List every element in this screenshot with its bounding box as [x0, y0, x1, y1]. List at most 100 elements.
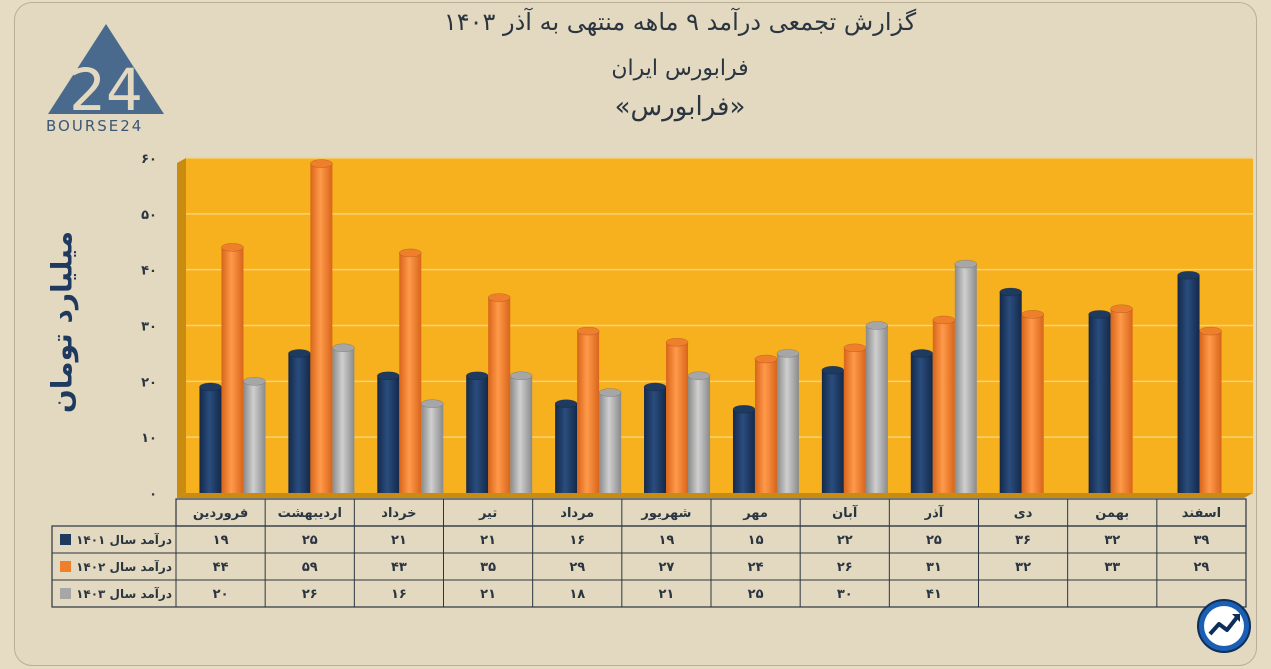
- bar-cap: [1088, 310, 1111, 319]
- data-label: ۱۶: [569, 533, 585, 548]
- data-label: ۳۰: [837, 587, 853, 602]
- bar-body: [1088, 314, 1111, 493]
- data-label: ۱۹: [213, 533, 229, 548]
- x-category-label: شهریور: [640, 506, 691, 521]
- y-tick-label: ۱۰: [141, 431, 157, 446]
- data-label: ۱۵: [748, 533, 764, 548]
- bar-2: [754, 354, 778, 493]
- bar-body: [332, 347, 355, 493]
- bar-1: [999, 287, 1022, 493]
- bar-cap: [821, 365, 845, 375]
- legend-swatch: [60, 534, 71, 545]
- bar-cap: [421, 399, 444, 408]
- bar-body: [1021, 314, 1044, 493]
- bar-1: [1088, 310, 1111, 493]
- data-label: ۲۴: [748, 560, 764, 575]
- bar-3: [421, 399, 444, 493]
- bar-body: [910, 353, 933, 493]
- data-label: ۲۶: [837, 560, 853, 575]
- bar-3: [776, 349, 800, 493]
- bar-body: [510, 375, 533, 493]
- bar-body: [555, 403, 578, 493]
- y-tick-label: ۴۰: [141, 264, 157, 279]
- data-label: ۱۹: [658, 533, 674, 548]
- bar-3: [332, 343, 355, 493]
- bar-body: [399, 252, 422, 493]
- chart-title: گزارش تجمعی درآمد ۹ ماهه منتهی به آذر ۱۴…: [443, 8, 917, 36]
- bar-cap: [1021, 310, 1044, 319]
- x-category-label: مرداد: [560, 506, 594, 521]
- data-label: ۳۳: [1104, 560, 1120, 575]
- chart-subtitle: فرابورس ایران: [611, 56, 749, 81]
- bar-2: [665, 338, 689, 493]
- bar-cap: [399, 248, 422, 258]
- y-tick-label: ۶۰: [141, 152, 157, 167]
- bar-2: [576, 326, 600, 493]
- bar-1: [199, 382, 222, 493]
- bar-2: [487, 293, 511, 493]
- bar-body: [932, 319, 955, 493]
- bar-2: [221, 243, 244, 493]
- data-label: ۳۶: [1015, 533, 1031, 548]
- bar-body: [421, 403, 444, 493]
- bar-cap: [687, 371, 711, 380]
- bar-cap: [243, 377, 266, 386]
- data-label: ۴۳: [391, 560, 407, 575]
- y-tick-label: ۵۰: [141, 208, 157, 223]
- bar-cap: [843, 343, 867, 353]
- data-label: ۲۵: [748, 587, 764, 602]
- x-category-label: اسفند: [1182, 506, 1221, 521]
- x-category-label: آبان: [832, 504, 858, 521]
- data-label: ۳۲: [1015, 560, 1031, 575]
- data-label: ۱۸: [569, 587, 585, 602]
- bar-2: [1021, 310, 1044, 493]
- bar-body: [843, 347, 866, 493]
- data-label: ۳۹: [1193, 533, 1209, 548]
- bar-cap: [465, 371, 489, 380]
- chart-trend-icon: [1197, 599, 1251, 653]
- bar-3: [509, 371, 533, 493]
- y-tick-label: ۰: [149, 487, 157, 502]
- bar-body: [644, 386, 667, 493]
- bar-cap: [576, 326, 600, 336]
- bar-2: [1110, 304, 1133, 493]
- y-tick-label: ۳۰: [141, 320, 157, 335]
- bar-body: [577, 331, 600, 493]
- bar-body: [599, 392, 622, 493]
- x-category-label: بهمن: [1095, 506, 1129, 521]
- bar-cap: [754, 354, 778, 364]
- bar-2: [310, 159, 333, 494]
- bar-cap: [1177, 271, 1200, 280]
- bar-body: [466, 375, 489, 493]
- data-label: ۴۱: [926, 587, 942, 602]
- bar-1: [643, 382, 667, 493]
- bar-body: [754, 359, 777, 493]
- bar-cap: [199, 382, 222, 392]
- x-category-label: اردیبهشت: [278, 506, 342, 521]
- plot-floor: [177, 493, 1253, 498]
- bar-body: [1177, 275, 1200, 493]
- data-label: ۲۱: [658, 587, 674, 602]
- bar-2: [843, 343, 867, 493]
- bar-2: [1199, 326, 1222, 493]
- x-category-label: مهر: [742, 506, 768, 521]
- data-label: ۲۵: [302, 533, 318, 548]
- bar-body: [288, 353, 311, 493]
- bar-cap: [910, 349, 934, 358]
- bar-body: [821, 370, 844, 493]
- bar-1: [377, 371, 400, 493]
- y-tick-label: ۲۰: [141, 375, 157, 390]
- bar-cap: [999, 287, 1022, 297]
- bar-1: [288, 349, 311, 493]
- bourse24-logo: 24: [48, 24, 164, 124]
- data-label: ۳۱: [926, 560, 942, 575]
- data-label: ۱۶: [391, 587, 407, 602]
- data-label: ۲۹: [1193, 560, 1209, 575]
- bar-body: [243, 381, 266, 493]
- bar-1: [910, 349, 934, 493]
- bar-cap: [554, 399, 578, 408]
- bar-3: [243, 377, 266, 493]
- bar-cap: [288, 349, 311, 358]
- data-label: ۲۱: [480, 533, 496, 548]
- legend-label: درآمد سال ۱۴۰۲: [76, 559, 172, 574]
